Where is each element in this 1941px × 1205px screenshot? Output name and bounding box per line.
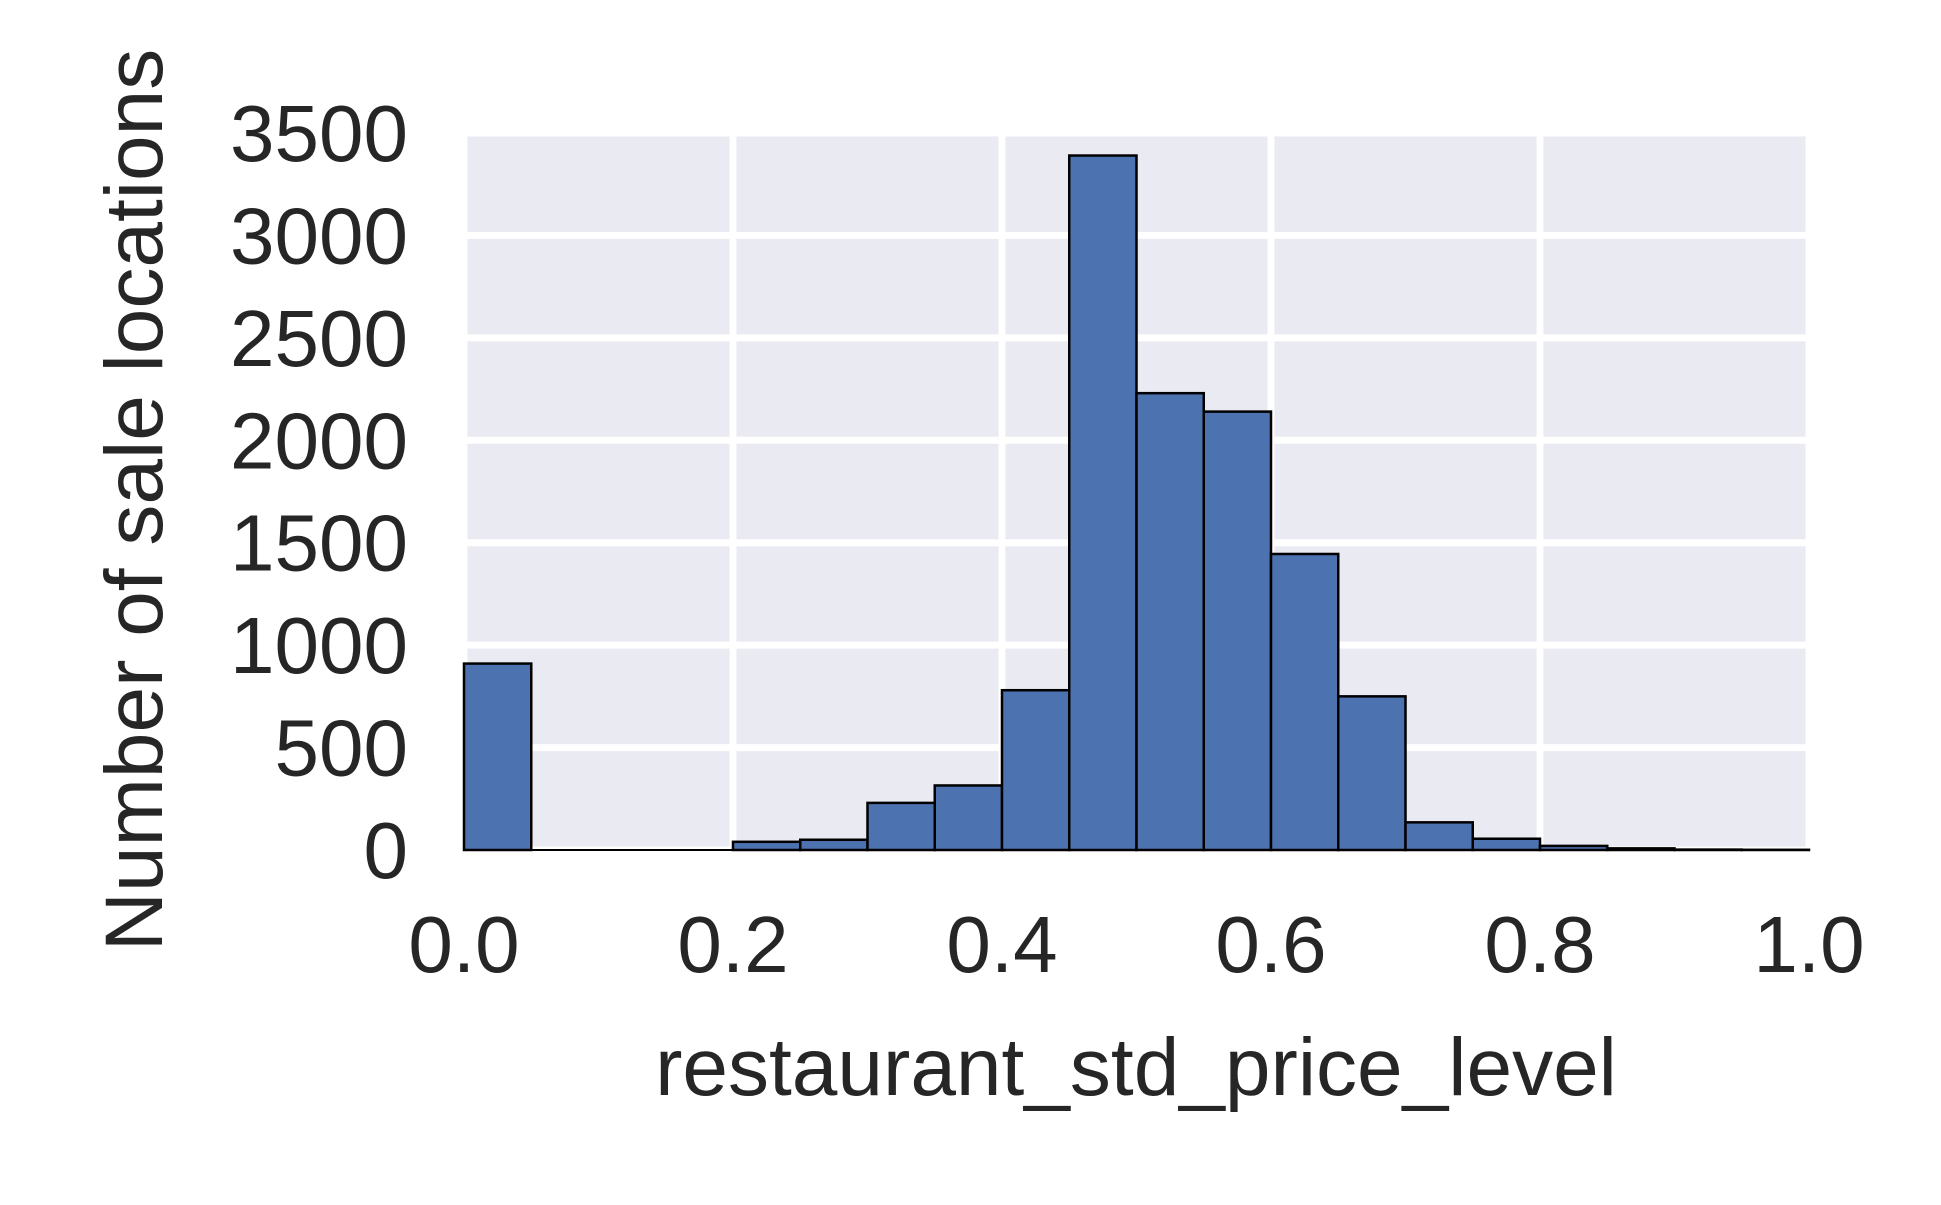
x-tick-label: 0.6 — [1215, 900, 1326, 989]
y-tick-label: 2000 — [230, 396, 408, 485]
histogram-bar — [1271, 554, 1338, 850]
y-tick-label: 1500 — [230, 499, 408, 588]
x-axis-label: restaurant_std_price_level — [655, 1022, 1617, 1113]
x-tick-label: 0.8 — [1484, 900, 1595, 989]
y-tick-label: 500 — [275, 704, 408, 793]
x-tick-label: 0.2 — [677, 900, 788, 989]
x-tick-label: 1.0 — [1753, 900, 1864, 989]
histogram-bar — [1069, 156, 1136, 850]
y-tick-label: 0 — [364, 806, 409, 895]
histogram-bar — [1137, 393, 1204, 850]
histogram-bar — [800, 840, 867, 850]
y-tick-label: 1000 — [230, 601, 408, 690]
y-axis-label: Number of sale locations — [89, 49, 180, 951]
y-tick-label: 2500 — [230, 294, 408, 383]
histogram-bar — [464, 664, 531, 850]
histogram-bar — [868, 803, 935, 850]
histogram-bar — [733, 842, 800, 850]
y-tick-label: 3500 — [230, 89, 408, 178]
y-tick-label: 3000 — [230, 191, 408, 280]
histogram-bar — [1406, 822, 1473, 850]
histogram-bar — [1204, 412, 1271, 850]
histogram-bar — [1473, 839, 1540, 850]
x-tick-label: 0.0 — [408, 900, 519, 989]
x-tick-label: 0.4 — [946, 900, 1057, 989]
histogram-bar — [1338, 696, 1405, 850]
histogram-bar — [1002, 690, 1069, 850]
histogram-bar — [935, 785, 1002, 850]
